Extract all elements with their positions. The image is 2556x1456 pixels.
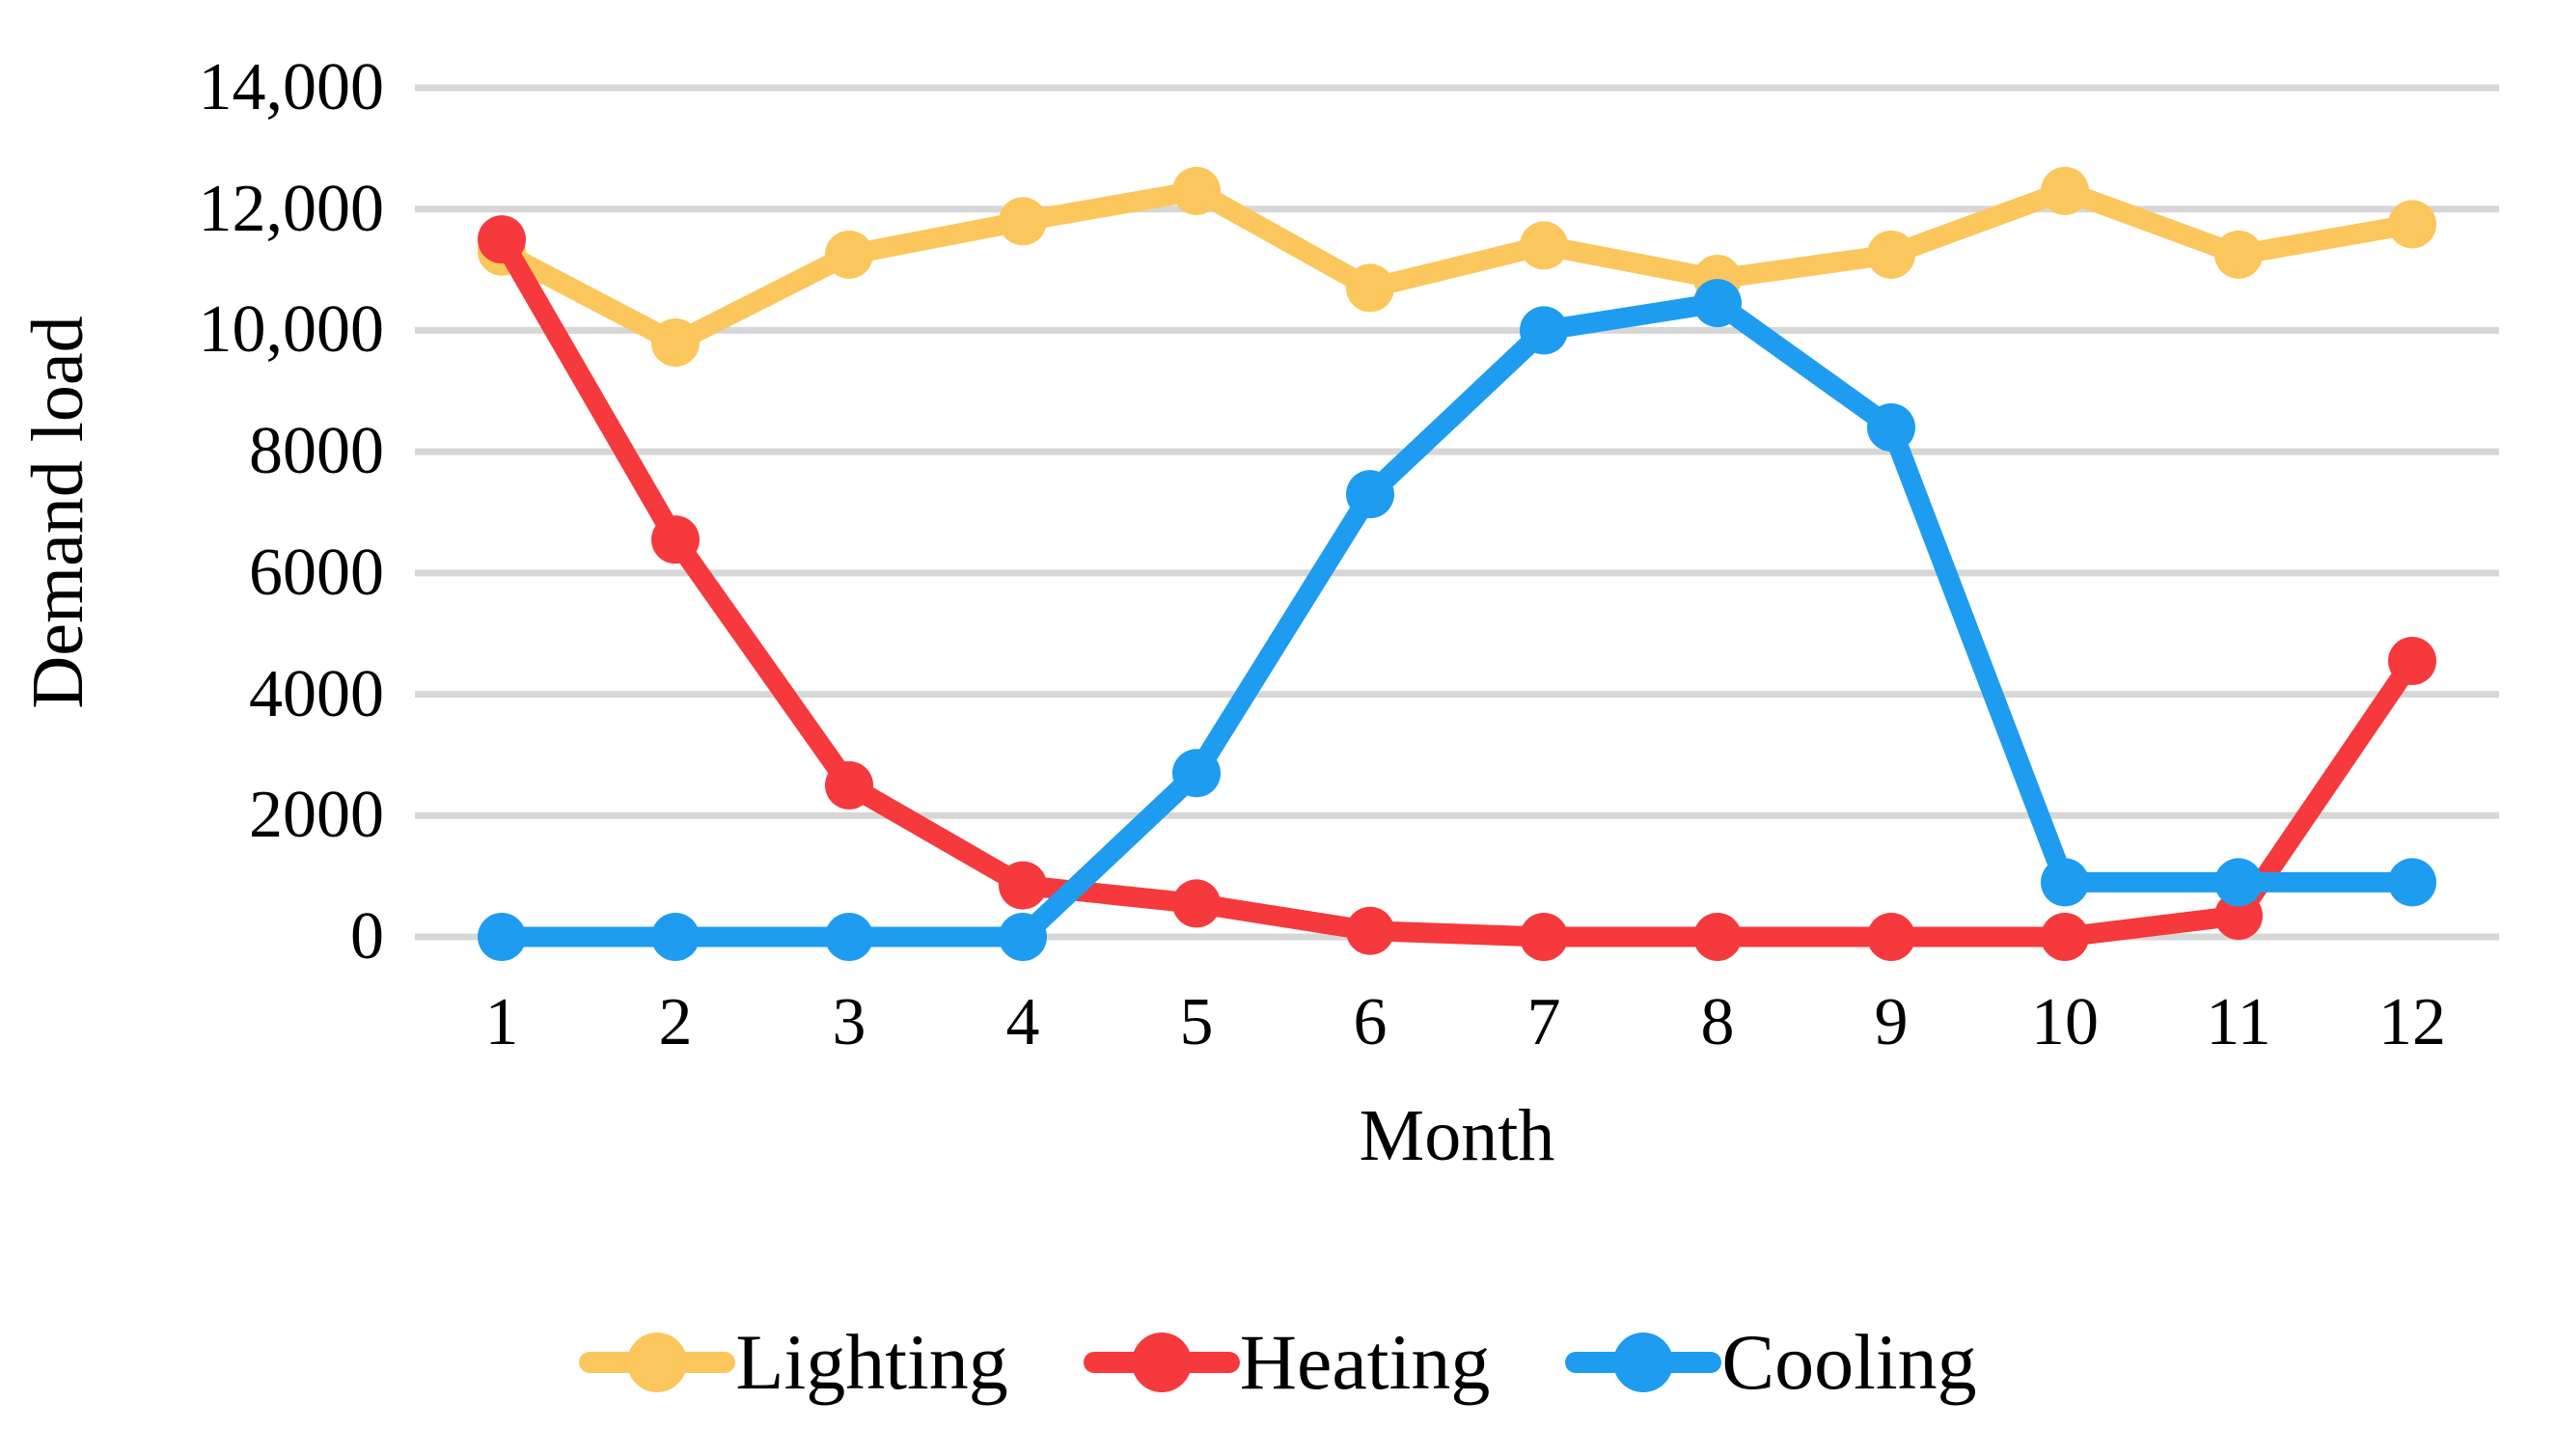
data-point-heating-month-2	[651, 515, 700, 564]
plot-area	[415, 84, 2499, 961]
data-point-cooling-month-3	[825, 913, 873, 961]
data-point-heating-month-10	[2041, 913, 2089, 961]
legend-item-lighting: Lighting	[579, 1305, 1008, 1420]
y-tick-label-12000: 12,000	[198, 171, 385, 246]
y-tick-label-0: 0	[350, 899, 384, 974]
data-point-lighting-month-7	[1520, 221, 1568, 270]
series-lighting	[478, 166, 2436, 367]
data-point-cooling-month-6	[1346, 470, 1394, 519]
data-point-cooling-month-2	[651, 913, 700, 961]
x-tick-label-1: 1	[484, 985, 519, 1059]
y-tick-label-8000: 8000	[249, 414, 384, 489]
x-tick-label-6: 6	[1353, 985, 1388, 1059]
x-tick-label-7: 7	[1526, 985, 1561, 1059]
y-tick-label-14000: 14,000	[198, 50, 385, 124]
data-point-heating-month-6	[1346, 906, 1394, 955]
data-point-heating-month-12	[2388, 637, 2436, 685]
x-tick-label-5: 5	[1179, 985, 1214, 1059]
data-point-heating-month-1	[478, 215, 526, 264]
x-tick-label-4: 4	[1005, 985, 1040, 1059]
data-point-cooling-month-9	[1867, 403, 1915, 452]
data-point-heating-month-9	[1867, 913, 1915, 961]
x-tick-label-3: 3	[832, 985, 866, 1059]
data-point-lighting-month-2	[651, 318, 700, 367]
x-tick-label-2: 2	[658, 985, 693, 1059]
series-line-heating	[491, 229, 2423, 948]
legend-dot-heating	[1131, 1332, 1192, 1392]
data-point-cooling-month-11	[2214, 858, 2263, 907]
series-line-lighting	[491, 180, 2423, 353]
data-point-cooling-month-10	[2041, 858, 2089, 907]
legend-label-heating: Heating	[1239, 1318, 1491, 1406]
x-axis-tick-labels: 1 2 3 4 5 6 7 8 9 10 11 12	[0, 976, 2556, 1068]
x-tick-label-8: 8	[1700, 985, 1735, 1059]
x-tick-label-10: 10	[2031, 985, 2099, 1059]
x-tick-label-9: 9	[1874, 985, 1909, 1059]
data-point-cooling-month-7	[1520, 306, 1568, 355]
data-point-lighting-month-11	[2214, 230, 2263, 279]
data-point-heating-month-5	[1172, 879, 1221, 928]
legend-item-cooling: Cooling	[1565, 1305, 1977, 1420]
data-point-heating-month-3	[825, 760, 873, 810]
data-point-lighting-month-3	[825, 230, 873, 279]
data-point-cooling-month-8	[1693, 279, 1742, 328]
data-point-heating-month-8	[1693, 913, 1742, 961]
y-tick-label-6000: 6000	[249, 535, 384, 610]
data-point-heating-month-7	[1520, 913, 1568, 961]
data-point-lighting-month-10	[2041, 166, 2089, 215]
data-point-lighting-month-5	[1172, 166, 1221, 215]
x-tick-label-12: 12	[2378, 985, 2446, 1059]
x-axis-title: Month	[1359, 1095, 1555, 1176]
legend: Lighting Heating Cooling	[0, 1305, 2556, 1420]
legend-dot-cooling	[1613, 1332, 1674, 1392]
data-point-lighting-month-6	[1346, 263, 1394, 313]
data-point-cooling-month-1	[478, 913, 526, 961]
legend-marker-lighting-icon	[579, 1305, 736, 1420]
legend-marker-heating-icon	[1083, 1305, 1240, 1420]
legend-label-lighting: Lighting	[735, 1318, 1008, 1406]
legend-item-heating: Heating	[1083, 1305, 1491, 1420]
legend-label-cooling: Cooling	[1721, 1318, 1977, 1406]
data-point-heating-month-11	[2214, 892, 2263, 940]
y-tick-label-10000: 10,000	[198, 292, 385, 368]
legend-dot-lighting	[627, 1332, 688, 1392]
data-point-cooling-month-12	[2388, 858, 2436, 907]
series-heating	[478, 215, 2436, 961]
series-cooling	[478, 279, 2436, 961]
series-line-cooling	[491, 292, 2423, 948]
x-tick-label-11: 11	[2206, 985, 2271, 1059]
data-point-cooling-month-4	[999, 913, 1047, 961]
legend-marker-cooling-icon	[1565, 1305, 1722, 1420]
y-tick-label-4000: 4000	[249, 656, 384, 731]
data-point-lighting-month-12	[2388, 200, 2436, 249]
data-point-cooling-month-5	[1172, 749, 1221, 798]
chart-plot-svg	[415, 84, 2499, 961]
y-axis-tick-labels: 14,000 12,000 10,000 8000 6000 4000 2000 0	[0, 0, 385, 1456]
data-point-lighting-month-9	[1867, 230, 1915, 279]
data-point-heating-month-4	[999, 861, 1047, 910]
data-point-lighting-month-4	[999, 197, 1047, 246]
y-tick-label-2000: 2000	[249, 778, 384, 853]
